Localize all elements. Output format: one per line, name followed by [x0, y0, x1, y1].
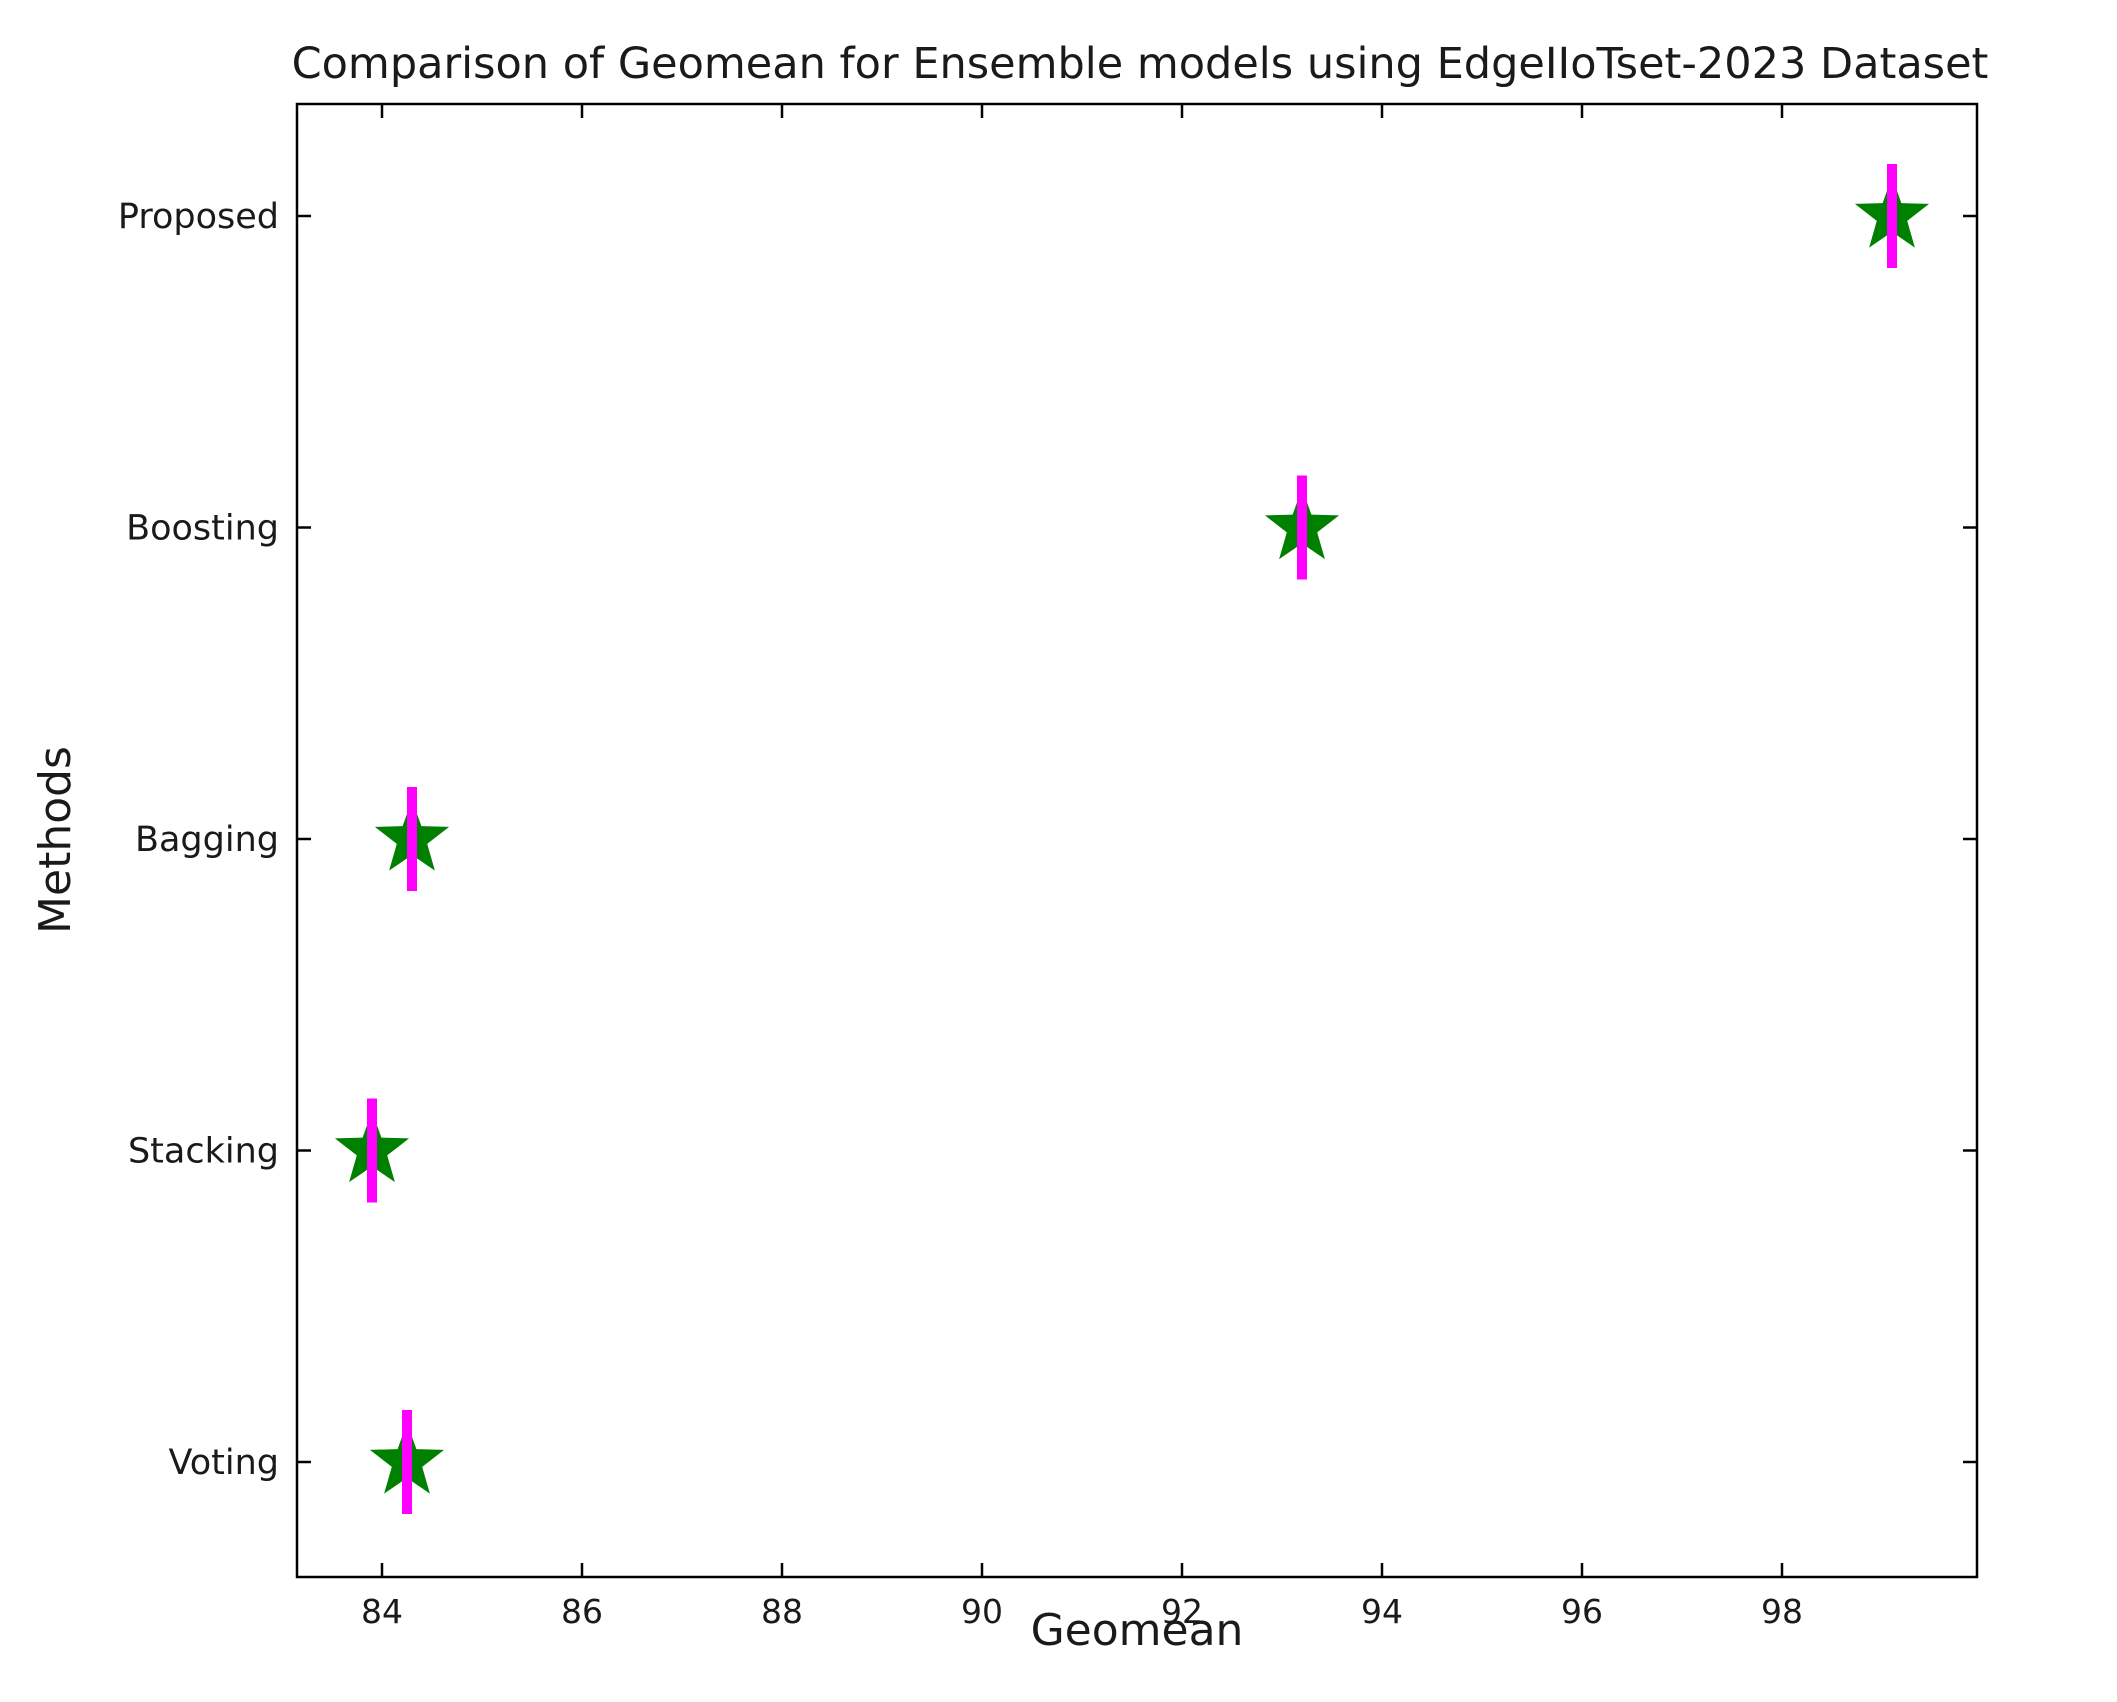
- plot-area-frame: [295, 102, 1979, 1579]
- chart-title: Comparison of Geomean for Ensemble model…: [292, 39, 1989, 89]
- x-tick-label: 94: [1361, 1592, 1403, 1631]
- x-tick-label: 88: [761, 1592, 803, 1631]
- x-tick-label: 90: [961, 1592, 1003, 1631]
- y-tick-label: Bagging: [135, 820, 279, 860]
- x-axis-label: Geomean: [1031, 1605, 1244, 1656]
- x-tick-label: 84: [361, 1592, 403, 1631]
- x-axis-ticks: 84 86 88 90 92 94 96 98: [361, 104, 1803, 1631]
- x-tick-label: 86: [561, 1592, 603, 1631]
- x-tick-label: 98: [1761, 1592, 1803, 1631]
- y-axis-ticks: Voting Stacking Bagging Boosting Proposed: [118, 197, 1977, 1483]
- y-tick-label: Proposed: [118, 197, 279, 237]
- y-axis-label: Methods: [30, 746, 81, 934]
- y-tick-label: Stacking: [128, 1132, 279, 1172]
- plot-marks: [334, 164, 1930, 1514]
- x-tick-label: 96: [1561, 1592, 1603, 1631]
- x-tick-label: 92: [1161, 1592, 1203, 1631]
- y-tick-label: Boosting: [126, 509, 279, 549]
- y-tick-label: Voting: [169, 1443, 280, 1483]
